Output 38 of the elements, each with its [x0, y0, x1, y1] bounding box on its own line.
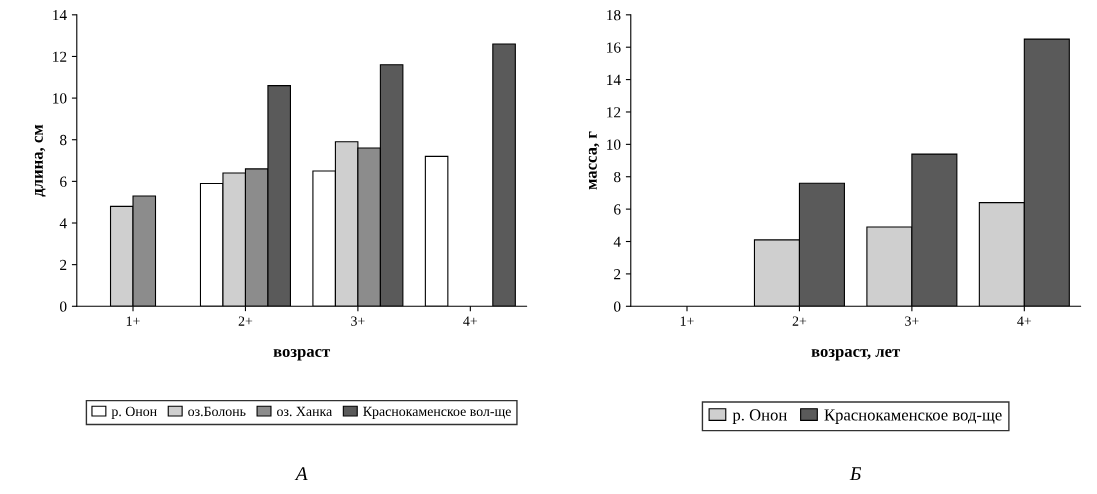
legend-label: оз. Ханка: [277, 406, 333, 417]
y-tick-label: 18: [607, 9, 621, 21]
y-tick-label: 0: [60, 301, 67, 312]
y-tick-label: 8: [614, 171, 621, 183]
text: А: [294, 467, 308, 481]
y-tick-label: 2: [614, 269, 621, 280]
y-tick-label: 10: [53, 93, 67, 104]
legend-label: Краснокаменское вод-ще: [824, 409, 1002, 424]
legend-label: оз.Болонь: [188, 406, 246, 417]
y-axis-title: длина, см: [34, 124, 46, 197]
x-tick-label: 4+: [1017, 316, 1032, 326]
y-tick-label: 12: [53, 51, 67, 62]
y-tick-label: 0: [614, 301, 621, 312]
x-tick-label: 3+: [351, 316, 365, 326]
x-tick-label: 2+: [238, 316, 253, 326]
x-tick-label: 4+: [463, 316, 478, 326]
legend-label: р. Онон: [732, 409, 787, 424]
y-axis-title: масса, г: [588, 131, 600, 190]
x-tick-label: 1+: [126, 316, 140, 326]
y-tick-label: 2: [60, 259, 67, 270]
x-tick-label: 2+: [792, 316, 807, 326]
legend-label: р. Онон: [111, 406, 157, 419]
y-tick-label: 14: [53, 10, 67, 21]
y-tick-label: 14: [607, 74, 621, 85]
x-tick-label: 1+: [680, 316, 694, 326]
y-tick-label: 12: [607, 107, 621, 118]
legend-label: Краснокаменское вол-ще: [363, 406, 511, 419]
y-tick-label: 8: [60, 134, 67, 146]
x-tick-label: 3+: [905, 316, 919, 326]
y-tick-label: 4: [59, 218, 67, 229]
y-tick-label: 6: [614, 204, 621, 215]
y-tick-label: 10: [607, 139, 621, 150]
text: Б: [849, 467, 861, 481]
y-tick-label: 6: [60, 176, 67, 187]
x-axis-title: возраст, лет: [811, 348, 901, 361]
y-tick-label: 16: [607, 42, 621, 53]
x-axis-title: возраст: [273, 348, 331, 361]
y-tick-label: 4: [613, 236, 621, 247]
